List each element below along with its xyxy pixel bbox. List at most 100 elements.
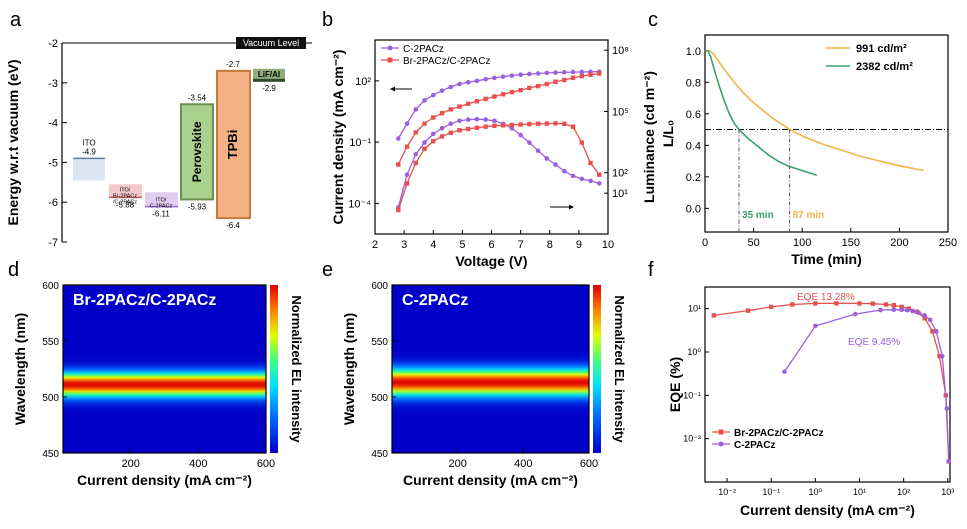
band-perovskite-bottom: -5.93 (188, 202, 207, 211)
annotation-c: EQE 9.45% (848, 337, 900, 348)
x-tick-label: 200 (890, 237, 908, 249)
legend-label: Br-2PACz/C-2PACz (403, 56, 490, 67)
x-tick-label: 3 (401, 239, 407, 251)
data-point (790, 302, 795, 307)
panel-letter-c: c (648, 9, 658, 31)
panel-letter-f: f (648, 259, 654, 281)
band-tpbi-bottom: -6.4 (226, 221, 240, 230)
x-tick-label: 2 (372, 239, 378, 251)
data-point (404, 172, 410, 178)
colorbar-label: Normalized EL intensity (289, 295, 304, 443)
y-tick-label: 600 (371, 281, 388, 292)
data-point (413, 151, 419, 157)
colorbar (270, 285, 278, 453)
data-point (570, 124, 576, 129)
x-tick-label: 7 (518, 239, 524, 251)
y-tick-label: 1.0 (686, 46, 701, 58)
data-point (916, 310, 922, 316)
legend-label: Br-2PACz/C-2PACz (734, 428, 824, 439)
x-tick-label: 10⁰ (809, 487, 823, 497)
series-line-0 (705, 49, 924, 172)
data-point (404, 181, 410, 186)
panel-letter-d: d (8, 259, 19, 281)
data-point (457, 104, 462, 109)
arrow-right-head (569, 204, 574, 210)
data-point (570, 75, 576, 81)
data-point (422, 146, 427, 151)
data-point (570, 69, 576, 75)
x-tick-label: 10⁻² (718, 487, 736, 497)
data-point (544, 81, 550, 87)
y-tick-label: 10⁻¹ (683, 390, 701, 400)
y-tick-label: 500 (42, 393, 59, 404)
band-lif-value: -2.9 (262, 84, 276, 93)
data-point (544, 121, 550, 126)
x-tick-label: 400 (189, 458, 207, 470)
y-tick-label: 0.8 (686, 77, 701, 89)
x-tick-label: 10² (897, 487, 910, 497)
data-point (899, 307, 904, 313)
x-axis-label: Current density (mA cm⁻²) (77, 472, 252, 488)
series-line-1 (397, 118, 600, 208)
band-ito-c-value: -6.11 (152, 210, 170, 219)
y-tick-label: 10¹ (688, 304, 701, 314)
band-ito (73, 158, 105, 181)
data-point (588, 160, 593, 166)
series-line-2 (397, 72, 600, 165)
band-lif-label: LiF/Al (258, 70, 280, 79)
y-left-tick-label: 10⁻¹ (349, 137, 371, 149)
plot-frame (62, 284, 267, 454)
band-ito-value: -4.9 (82, 147, 96, 156)
x-tick-label: 250 (939, 237, 957, 249)
data-point (527, 140, 532, 145)
time-marker-label: 35 min (742, 210, 774, 221)
data-point (483, 76, 488, 82)
y-tick-label: 0.4 (686, 140, 701, 152)
legend-marker (387, 45, 393, 51)
x-tick-label: 10¹ (853, 487, 866, 497)
data-point (483, 124, 488, 129)
data-point (946, 459, 952, 464)
band-lif (253, 68, 285, 81)
lifetime-chart: 0 50 100 150 200 250 0.0 0.2 0.4 0.6 0.8 1.0 Time (m… (660, 34, 957, 267)
data-point (544, 70, 550, 76)
y-tick-label: 500 (371, 393, 388, 404)
data-point (891, 307, 897, 313)
band-perovskite-label: Perovskite (190, 121, 204, 182)
y-right-tick-label: 10⁸ (612, 45, 629, 57)
data-point (527, 121, 532, 127)
data-point (562, 168, 567, 174)
arrow-left-head (390, 86, 395, 92)
y-axis-label: Wavelength (nm) (341, 313, 357, 425)
time-marker-label: 87 min (793, 210, 825, 221)
data-point (422, 98, 427, 103)
data-point (404, 144, 410, 149)
band-tpbi (216, 69, 251, 220)
data-point (509, 89, 515, 95)
data-point (439, 125, 445, 131)
data-point (527, 85, 532, 91)
legend-label: C-2PACz (403, 44, 444, 55)
band-perovskite-top: -3.54 (188, 93, 207, 102)
colorbar (593, 285, 601, 453)
data-point (553, 121, 558, 126)
band-ito-br-label: Br-2PACz (113, 193, 137, 199)
x-tick-label: 0 (702, 237, 708, 249)
jvl-chart: 2 3 4 5 6 7 8 9 10 10⁻⁴ 10⁻¹ 10² 10¹ 10² 10⁵ 10⁸ Voltage… (330, 39, 657, 269)
series-line-1 (705, 49, 818, 177)
data-point (891, 303, 897, 308)
data-point (457, 81, 462, 87)
data-point (883, 302, 889, 307)
data-point (852, 311, 858, 317)
legend-marker (718, 441, 724, 447)
data-point (769, 304, 774, 310)
legend-label: C-2PACz (734, 440, 775, 451)
data-point (509, 125, 515, 131)
data-point (500, 92, 506, 97)
band-ito-br-label: /C-2PACz (113, 199, 137, 205)
data-point (413, 107, 419, 112)
y-right-tick-label: 10⁵ (612, 106, 629, 118)
data-point (457, 128, 462, 133)
data-point (430, 92, 436, 98)
panel-letter-e: e (322, 259, 333, 281)
